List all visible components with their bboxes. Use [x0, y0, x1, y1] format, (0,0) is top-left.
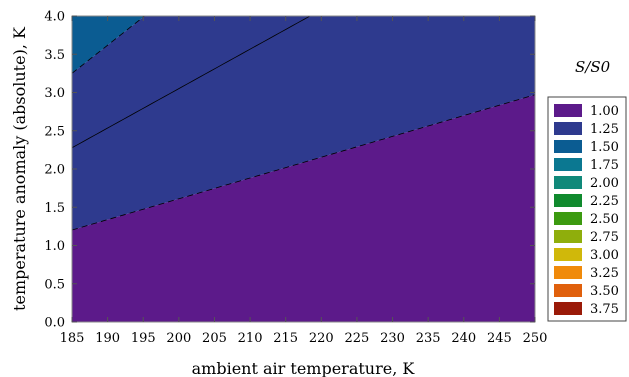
x-tick-label: 225: [345, 331, 370, 346]
y-axis-ticks: 0.0 0.5 1.0 1.5 2.0 2.5 3.0 3.5 4.0: [44, 10, 535, 331]
x-tick-label: 200: [166, 331, 191, 346]
contour-line-1.25: [72, 16, 311, 149]
x-tick-label: 235: [416, 331, 441, 346]
legend-label: 1.50: [590, 140, 619, 155]
legend-label: 1.00: [590, 104, 619, 119]
legend-label: 3.50: [590, 284, 619, 299]
legend-swatch: [554, 176, 582, 189]
legend-label: 2.50: [590, 212, 619, 227]
x-tick-label: 245: [487, 331, 512, 346]
contour-line-1.125: [72, 94, 535, 231]
legend: 1.00 1.25 1.50 1.75 2.00 2.25 2.50 2.75 3.00 3.25…: [554, 104, 619, 317]
colorbar-title: S/S0: [575, 58, 611, 76]
y-axis-label: temperature anomaly (absolute), K: [10, 26, 29, 311]
legend-label: 2.75: [590, 230, 619, 245]
y-tick-label: 0.0: [44, 316, 65, 331]
legend-label: 1.25: [590, 122, 619, 137]
x-tick-label: 210: [238, 331, 263, 346]
legend-swatch: [554, 302, 582, 315]
legend-swatch: [554, 212, 582, 225]
x-axis-label: ambient air temperature, K: [192, 359, 416, 377]
contour-band-1.00: [72, 94, 535, 322]
legend-label: 3.25: [590, 266, 619, 281]
x-tick-label: 190: [95, 331, 120, 346]
legend-swatch: [554, 230, 582, 243]
x-tick-label: 250: [523, 331, 548, 346]
x-tick-label: 205: [202, 331, 227, 346]
y-tick-label: 2.5: [44, 124, 65, 139]
y-tick-label: 3.5: [44, 48, 65, 63]
legend-swatch: [554, 194, 582, 207]
legend-label: 1.75: [590, 158, 619, 173]
legend-swatch: [554, 140, 582, 153]
contour-lines: [72, 0, 535, 231]
legend-label: 2.00: [590, 176, 619, 191]
x-tick-label: 220: [309, 331, 334, 346]
contour-band-1.25: [72, 16, 535, 231]
legend-swatch: [554, 284, 582, 297]
legend-swatch: [554, 104, 582, 117]
y-tick-label: 1.0: [44, 239, 65, 254]
x-axis-ticks: 185 190 195 200 205 210 215 220 225 230 235 240 245 2…: [60, 16, 548, 346]
legend-swatch: [554, 266, 582, 279]
x-tick-label: 185: [60, 331, 85, 346]
contour-line-1.5: [72, 0, 535, 5]
y-tick-label: 1.5: [44, 201, 65, 216]
y-tick-label: 3.0: [44, 86, 65, 101]
legend-swatch: [554, 248, 582, 261]
legend-swatch: [554, 158, 582, 171]
legend-swatch: [554, 122, 582, 135]
legend-label: 3.75: [590, 302, 619, 317]
x-tick-label: 230: [380, 331, 405, 346]
contour-fills: [72, 16, 535, 322]
x-tick-label: 240: [451, 331, 476, 346]
x-tick-label: 215: [273, 331, 298, 346]
legend-label: 3.00: [590, 248, 619, 263]
x-tick-label: 195: [131, 331, 156, 346]
y-tick-label: 4.0: [44, 10, 65, 25]
legend-label: 2.25: [590, 194, 619, 209]
y-tick-label: 2.0: [44, 163, 65, 178]
y-tick-label: 0.5: [44, 277, 65, 292]
